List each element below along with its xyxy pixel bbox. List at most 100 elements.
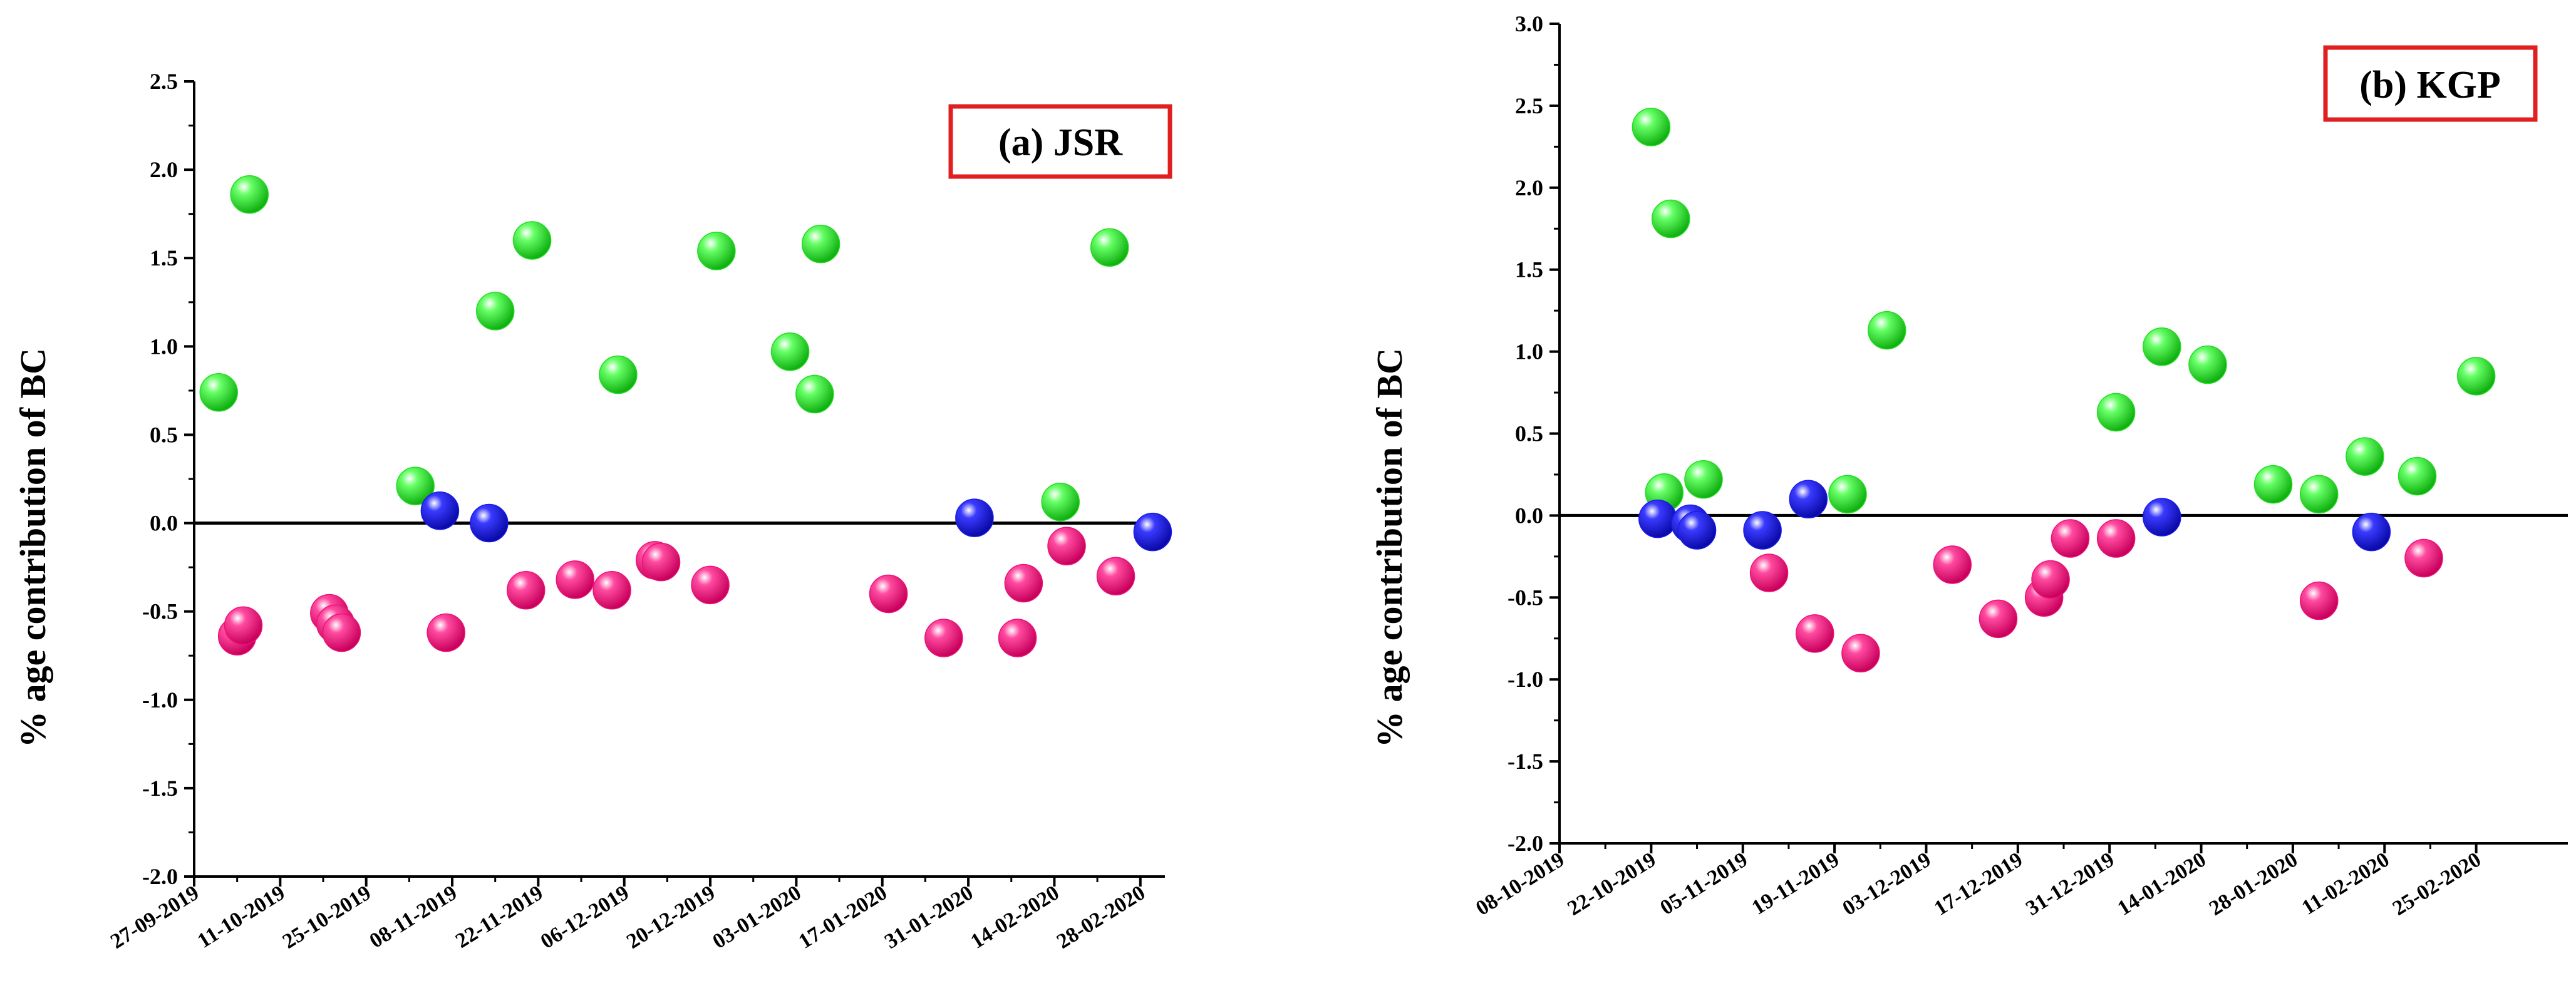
panel-jsr-point-negative bbox=[224, 606, 263, 645]
panel-jsr-point-negative bbox=[506, 571, 546, 610]
panel-jsr-point-positive bbox=[795, 374, 834, 414]
panel-jsr-point-negative bbox=[1004, 563, 1043, 603]
panel-kgp-x-tick-label: 25-02-2020 bbox=[2389, 848, 2485, 920]
panel-jsr-point-positive bbox=[697, 232, 736, 270]
panel-kgp-point-near-zero bbox=[1638, 499, 1677, 538]
panel-kgp-point-positive bbox=[2096, 393, 2136, 432]
panel-kgp-y-tick-label: 0.0 bbox=[1515, 503, 1543, 528]
panel-kgp-point-positive bbox=[1867, 311, 1906, 350]
panel-jsr-title: (a) JSR bbox=[998, 121, 1123, 164]
panel-kgp-point-positive bbox=[2398, 456, 2437, 496]
panel-kgp-x-tick-label: 08-10-2019 bbox=[1472, 848, 1568, 920]
panel-jsr-x-tick-label: 06-12-2019 bbox=[537, 881, 633, 953]
panel-kgp-point-negative bbox=[1979, 599, 2018, 639]
panel-jsr-point-negative bbox=[427, 613, 465, 652]
panel-kgp-point-negative bbox=[1795, 614, 1834, 653]
panel-kgp-point-near-zero bbox=[2352, 512, 2391, 552]
panel-kgp-x-tick-label: 03-12-2019 bbox=[1839, 848, 1935, 920]
panel-kgp-point-positive bbox=[2253, 465, 2293, 504]
panel-jsr-y-ticks: -2.0 -1.5 -1.0 -0.5 0.0 0.5 1.0 1.5 2.0 2.5 bbox=[142, 69, 194, 889]
panel-jsr-point-negative bbox=[322, 613, 361, 652]
panel-jsr-x-tick-label: 31-01-2020 bbox=[881, 881, 977, 953]
panel-jsr-y-tick-label: -1.5 bbox=[142, 776, 178, 801]
panel-jsr-y-tick-label: 2.5 bbox=[150, 69, 178, 94]
panel-kgp-point-near-zero bbox=[1677, 511, 1717, 550]
panel-jsr-point-negative bbox=[592, 571, 631, 610]
panel-kgp-axes bbox=[1558, 24, 2568, 845]
panel-kgp-point-negative bbox=[2299, 581, 2339, 620]
panel-kgp-x-tick-label: 05-11-2019 bbox=[1656, 848, 1752, 919]
panel-jsr-x-tick-label: 27-09-2019 bbox=[106, 881, 203, 953]
panel-kgp-y-tick-label: -0.5 bbox=[1508, 585, 1543, 610]
panel-kgp-y-tick-label: 1.0 bbox=[1515, 339, 1543, 364]
panel-kgp-point-positive bbox=[2456, 357, 2496, 396]
panel-jsr-x-tick-label: 22-11-2019 bbox=[452, 881, 547, 952]
panel-kgp-x-tick-label: 22-10-2019 bbox=[1563, 848, 1660, 920]
panel-kgp-y-tick-label: 3.0 bbox=[1515, 11, 1543, 36]
panel-jsr-title-box: (a) JSR bbox=[948, 104, 1172, 179]
panel-kgp-point-negative bbox=[2404, 538, 2443, 578]
panel-kgp-point-positive bbox=[2188, 345, 2227, 384]
panel-jsr-x-tick-label: 14-02-2020 bbox=[967, 881, 1063, 953]
panel-jsr-ylabel: % age contribution of BC bbox=[13, 348, 53, 748]
panel-jsr-point-positive bbox=[801, 224, 841, 264]
panel-kgp-x-tick-label: 19-11-2019 bbox=[1748, 848, 1844, 919]
panel-jsr-point-negative bbox=[1047, 527, 1086, 565]
panel-kgp-y-tick-label: 2.5 bbox=[1515, 93, 1543, 118]
panel-kgp-point-near-zero bbox=[1789, 480, 1828, 518]
panel-kgp-point-positive bbox=[1828, 475, 1867, 514]
panel-jsr-point-positive bbox=[199, 373, 238, 412]
panel-kgp-point-near-zero bbox=[1743, 511, 1782, 550]
panel-jsr-point-positive bbox=[1041, 482, 1080, 522]
panel-jsr-x-tick-label: 08-11-2019 bbox=[366, 881, 462, 952]
panel-jsr-point-negative bbox=[869, 574, 908, 614]
panel-kgp-x-tick-label: 11-02-2020 bbox=[2298, 848, 2394, 919]
panel-jsr: % age contribution of BC -2.0 -1.5 -1.0 -0.… bbox=[13, 69, 1172, 954]
panel-jsr-point-negative bbox=[556, 560, 594, 599]
panel-kgp-x-tick-label: 14-01-2020 bbox=[2114, 848, 2210, 920]
panel-jsr-point-positive bbox=[230, 175, 269, 214]
panel-kgp-y-tick-label: 0.5 bbox=[1515, 421, 1543, 446]
panel-kgp-x-tick-label: 28-01-2020 bbox=[2205, 848, 2302, 920]
panel-kgp-point-negative bbox=[2096, 519, 2136, 558]
panel-jsr-x-tick-label: 03-01-2020 bbox=[708, 881, 805, 953]
panel-jsr-point-near-zero bbox=[470, 503, 509, 543]
panel-kgp-x-tick-label: 31-12-2019 bbox=[2022, 848, 2118, 920]
panel-jsr-point-near-zero bbox=[1133, 512, 1172, 552]
panel-kgp-point-negative bbox=[1841, 634, 1880, 673]
panel-jsr-axes bbox=[193, 81, 1165, 878]
panel-jsr-x-tick-label: 11-10-2019 bbox=[194, 881, 289, 952]
panel-kgp-ylabel: % age contribution of BC bbox=[1369, 348, 1410, 748]
panel-jsr-point-positive bbox=[770, 332, 810, 371]
panel-jsr-y-tick-label: 0.5 bbox=[150, 422, 178, 447]
panel-jsr-point-positive bbox=[1090, 228, 1129, 267]
panel-kgp-title-box: (b) KGP bbox=[2323, 45, 2538, 122]
panel-jsr-point-positive bbox=[475, 292, 515, 331]
panel-kgp-x-tick-label: 17-12-2019 bbox=[1930, 848, 2027, 920]
panel-jsr-y-tick-label: 0.0 bbox=[150, 511, 178, 536]
panel-jsr-point-positive bbox=[396, 466, 435, 506]
panel-kgp-title: (b) KGP bbox=[2359, 64, 2501, 106]
panel-jsr-y-tick-label: -0.5 bbox=[142, 599, 178, 624]
panel-kgp-point-negative bbox=[2031, 560, 2070, 599]
panel-kgp-y-tick-label: -1.0 bbox=[1508, 667, 1543, 692]
panel-jsr-x-tick-label: 28-02-2020 bbox=[1053, 881, 1149, 953]
panel-jsr-point-negative bbox=[641, 542, 681, 582]
panel-kgp-y-tick-label: -1.5 bbox=[1508, 749, 1543, 774]
panel-jsr-y-tick-label: 1.0 bbox=[150, 334, 178, 359]
panel-jsr-x-ticks: 27-09-201911-10-201925-10-201908-11-2019… bbox=[106, 877, 1149, 954]
panel-jsr-y-tick-label: 2.0 bbox=[150, 157, 178, 182]
panel-kgp-point-near-zero bbox=[2143, 498, 2181, 537]
panel-jsr-point-positive bbox=[599, 355, 638, 394]
panel-kgp-y-tick-label: 2.0 bbox=[1515, 175, 1543, 200]
panel-kgp-point-positive bbox=[2299, 475, 2339, 514]
panel-jsr-point-negative bbox=[1096, 557, 1135, 595]
panel-jsr-x-tick-label: 17-01-2020 bbox=[795, 881, 891, 953]
panel-jsr-y-tick-label: 1.5 bbox=[150, 245, 178, 270]
panel-kgp-point-positive bbox=[2143, 327, 2181, 366]
panel-kgp-point-positive bbox=[1684, 460, 1723, 499]
panel-kgp-point-positive bbox=[1651, 199, 1690, 239]
panel-jsr-points bbox=[199, 175, 1172, 657]
panel-kgp-point-negative bbox=[2051, 519, 2090, 558]
